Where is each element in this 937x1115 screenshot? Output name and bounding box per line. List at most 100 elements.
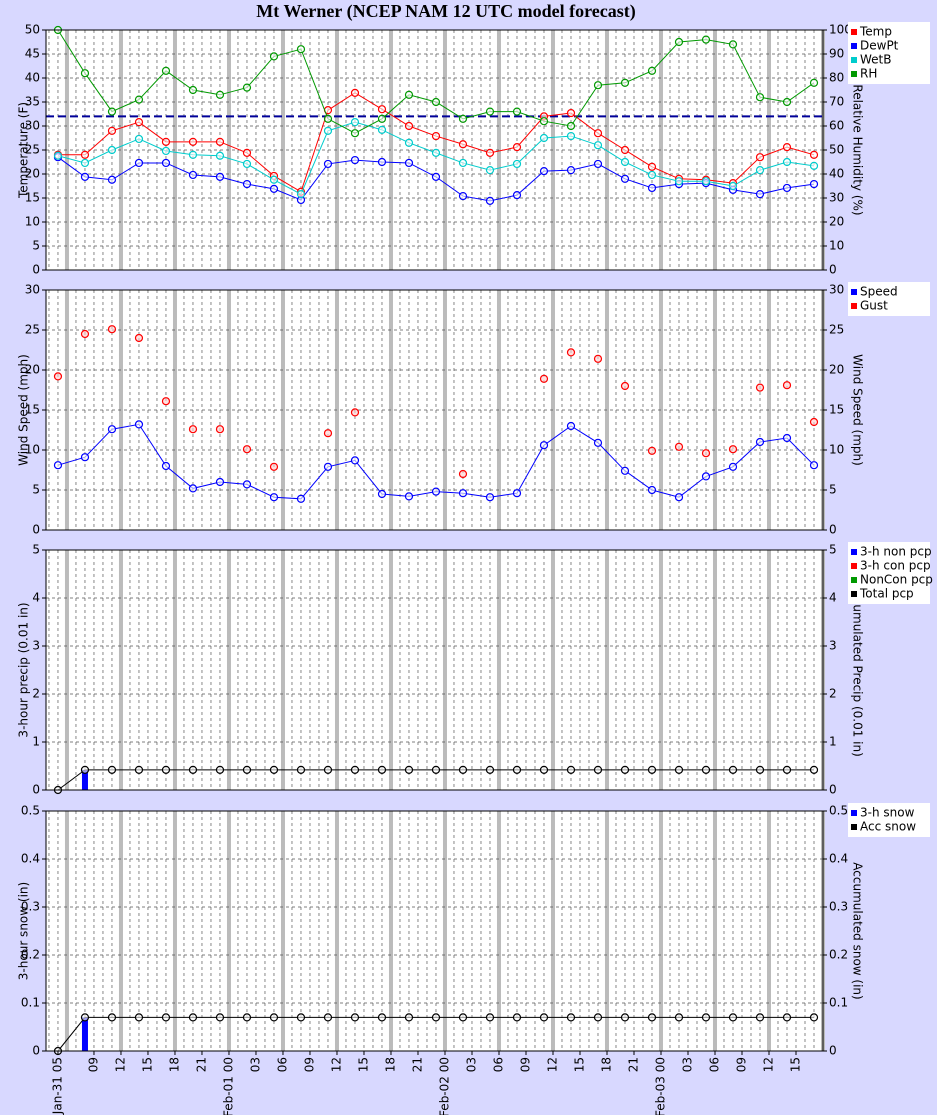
- marker: [404, 138, 414, 147]
- marker: [134, 118, 144, 127]
- marker: [809, 161, 819, 170]
- x-tick-label: 15: [140, 1057, 154, 1072]
- y-tick-label: 5: [32, 483, 40, 497]
- y2-tick-label: 5: [829, 543, 837, 557]
- marker: [539, 1013, 549, 1022]
- marker: [188, 765, 198, 774]
- marker: [809, 417, 819, 427]
- y2-tick-label: 40: [829, 167, 844, 181]
- y-tick-label: 0: [32, 1044, 40, 1058]
- marker: [242, 148, 252, 157]
- marker: [161, 765, 171, 774]
- marker: [80, 453, 90, 462]
- x-tick-label: 06: [491, 1057, 505, 1072]
- marker: [242, 179, 252, 189]
- legend-label: NonCon pcp: [860, 573, 933, 587]
- marker: [161, 137, 171, 146]
- y2-tick-label: 50: [829, 143, 844, 157]
- marker: [566, 765, 576, 774]
- y-tick-label: 30: [25, 283, 40, 297]
- marker: [323, 429, 333, 438]
- y2-axis-label: Accumulated snow (in): [851, 862, 865, 999]
- y2-tick-label: 20: [829, 363, 844, 377]
- y-axis-label: 3-hour snow (in): [17, 882, 31, 980]
- legend-swatch: [851, 303, 857, 309]
- marker: [80, 150, 90, 159]
- marker: [377, 765, 387, 774]
- marker: [107, 107, 117, 116]
- marker: [80, 1013, 90, 1022]
- x-tick-label: Jan-31 05: [50, 1057, 64, 1115]
- marker: [107, 765, 117, 774]
- marker: [377, 114, 387, 123]
- marker: [269, 175, 279, 184]
- marker: [485, 196, 495, 205]
- marker: [755, 93, 765, 102]
- y2-tick-label: 0: [829, 783, 837, 797]
- marker: [566, 108, 576, 118]
- marker: [701, 472, 711, 481]
- marker: [512, 159, 522, 169]
- marker: [377, 125, 387, 134]
- y2-tick-label: 90: [829, 47, 844, 61]
- marker: [431, 487, 441, 496]
- marker: [647, 66, 657, 75]
- x-tick-label: 06: [707, 1057, 721, 1072]
- marker: [458, 158, 468, 168]
- marker: [566, 348, 576, 357]
- marker: [782, 1013, 792, 1022]
- y-tick-label: 0.2: [21, 948, 40, 962]
- marker: [350, 408, 360, 417]
- y-tick-label: 4: [32, 591, 40, 605]
- marker: [728, 765, 738, 774]
- marker: [620, 157, 630, 167]
- x-tick-label: 21: [410, 1057, 424, 1072]
- marker: [53, 372, 63, 381]
- marker: [755, 153, 765, 162]
- marker: [809, 179, 819, 189]
- x-tick-label: 09: [518, 1057, 532, 1072]
- marker: [296, 45, 306, 54]
- plot-frame: [45, 810, 824, 1052]
- y-tick-label: 5: [32, 239, 40, 253]
- marker: [485, 148, 495, 157]
- marker: [701, 35, 711, 44]
- marker: [485, 1013, 495, 1022]
- marker: [647, 170, 657, 180]
- marker: [242, 1013, 252, 1022]
- marker: [674, 765, 684, 774]
- marker: [215, 765, 225, 774]
- marker: [242, 159, 252, 169]
- chart-title: Mt Werner (NCEP NAM 12 UTC model forecas…: [256, 1, 635, 22]
- legend-label: Acc snow: [860, 820, 916, 834]
- legend-swatch: [851, 71, 857, 77]
- x-tick-label: 21: [626, 1057, 640, 1072]
- legend-box: [848, 803, 930, 837]
- marker: [809, 150, 819, 159]
- legend-box: [848, 22, 930, 84]
- marker: [458, 191, 468, 201]
- marker: [512, 765, 522, 774]
- legend-swatch: [851, 43, 857, 49]
- x-tick-label: 15: [788, 1057, 802, 1072]
- marker: [188, 170, 198, 180]
- legend-label: Speed: [860, 285, 898, 299]
- marker: [458, 469, 468, 479]
- marker: [512, 107, 522, 116]
- marker: [458, 765, 468, 774]
- x-tick-label: Feb-03 00: [653, 1057, 667, 1115]
- marker: [269, 765, 279, 774]
- marker: [431, 131, 441, 141]
- marker: [701, 1013, 711, 1022]
- y-tick-label: 25: [25, 323, 40, 337]
- marker: [377, 1013, 387, 1022]
- legend-swatch: [851, 563, 857, 569]
- x-tick-label: 18: [599, 1057, 613, 1072]
- marker: [647, 1013, 657, 1022]
- x-tick-label: 09: [86, 1057, 100, 1072]
- marker: [539, 374, 549, 383]
- y-tick-label: 15: [25, 403, 40, 417]
- x-tick-label: 03: [248, 1057, 262, 1072]
- marker: [593, 141, 603, 150]
- marker: [350, 1013, 360, 1022]
